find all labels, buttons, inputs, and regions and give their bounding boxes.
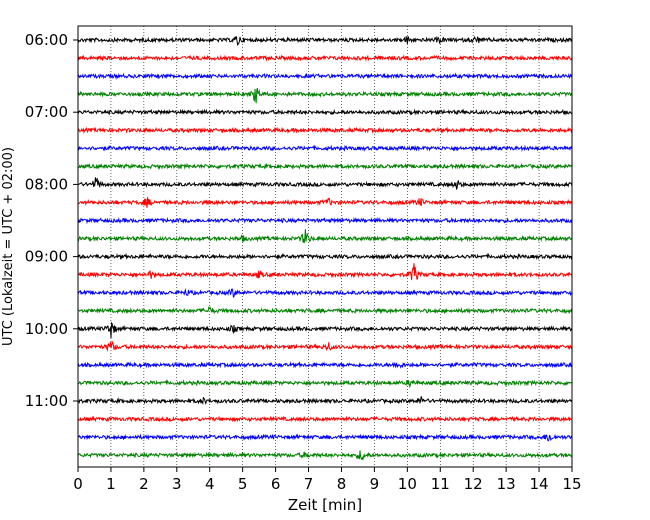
trace-0815 — [77, 197, 573, 208]
trace-1045 — [77, 379, 573, 389]
y-tick-label-0600: 06:00 — [25, 31, 68, 49]
trace-0845 — [77, 229, 573, 244]
trace-1030 — [77, 361, 573, 369]
seismic-traces — [77, 35, 573, 461]
x-tick-label-3: 3 — [172, 475, 182, 493]
y-axis-ticks: 06:00 07:00 08:00 09:00 10:00 11:00 — [25, 31, 78, 410]
y-tick-label-1100: 11:00 — [25, 392, 68, 410]
trace-1145 — [77, 450, 573, 461]
x-axis-ticks: 0 1 2 3 4 5 6 7 8 9 10 11 12 13 14 15 — [73, 467, 582, 493]
x-tick-label-8: 8 — [337, 475, 347, 493]
trace-0930 — [77, 287, 573, 298]
x-tick-label-10: 10 — [398, 475, 417, 493]
trace-0830 — [77, 216, 573, 225]
y-tick-label-0800: 08:00 — [25, 175, 68, 193]
x-tick-label-13: 13 — [497, 475, 516, 493]
y-tick-label-0700: 07:00 — [25, 103, 68, 121]
trace-0715 — [77, 126, 573, 135]
trace-0700 — [77, 108, 573, 116]
x-axis-label: Zeit [min] — [288, 496, 362, 514]
trace-1100 — [77, 396, 573, 406]
trace-1015 — [77, 340, 573, 352]
x-tick-label-2: 2 — [139, 475, 149, 493]
trace-0900 — [77, 252, 573, 261]
trace-0945 — [77, 306, 573, 315]
x-tick-label-12: 12 — [464, 475, 483, 493]
x-tick-label-9: 9 — [370, 475, 380, 493]
trace-0645 — [77, 88, 573, 104]
x-tick-label-4: 4 — [205, 475, 215, 493]
x-tick-label-11: 11 — [431, 475, 450, 493]
y-axis-label: UTC (Lokalzeit = UTC + 02:00) — [1, 147, 16, 346]
y-tick-label-0900: 09:00 — [25, 248, 68, 266]
trace-1000 — [77, 321, 573, 338]
trace-0730 — [77, 144, 573, 152]
x-tick-label-5: 5 — [238, 475, 248, 493]
plot-frame — [77, 25, 573, 468]
x-tick-label-15: 15 — [562, 475, 581, 493]
trace-0800 — [77, 177, 573, 190]
trace-0630 — [77, 72, 573, 80]
x-tick-label-7: 7 — [304, 475, 314, 493]
trace-0615 — [77, 54, 573, 62]
y-tick-label-1000: 10:00 — [25, 320, 68, 338]
x-tick-label-6: 6 — [271, 475, 281, 493]
trace-0745 — [77, 162, 573, 170]
x-tick-label-14: 14 — [530, 475, 549, 493]
trace-1130 — [78, 433, 573, 442]
x-tick-label-0: 0 — [73, 475, 83, 493]
x-tick-label-1: 1 — [106, 475, 116, 493]
trace-0600 — [77, 35, 573, 46]
trace-0915 — [77, 263, 573, 281]
trace-1115 — [77, 415, 573, 423]
